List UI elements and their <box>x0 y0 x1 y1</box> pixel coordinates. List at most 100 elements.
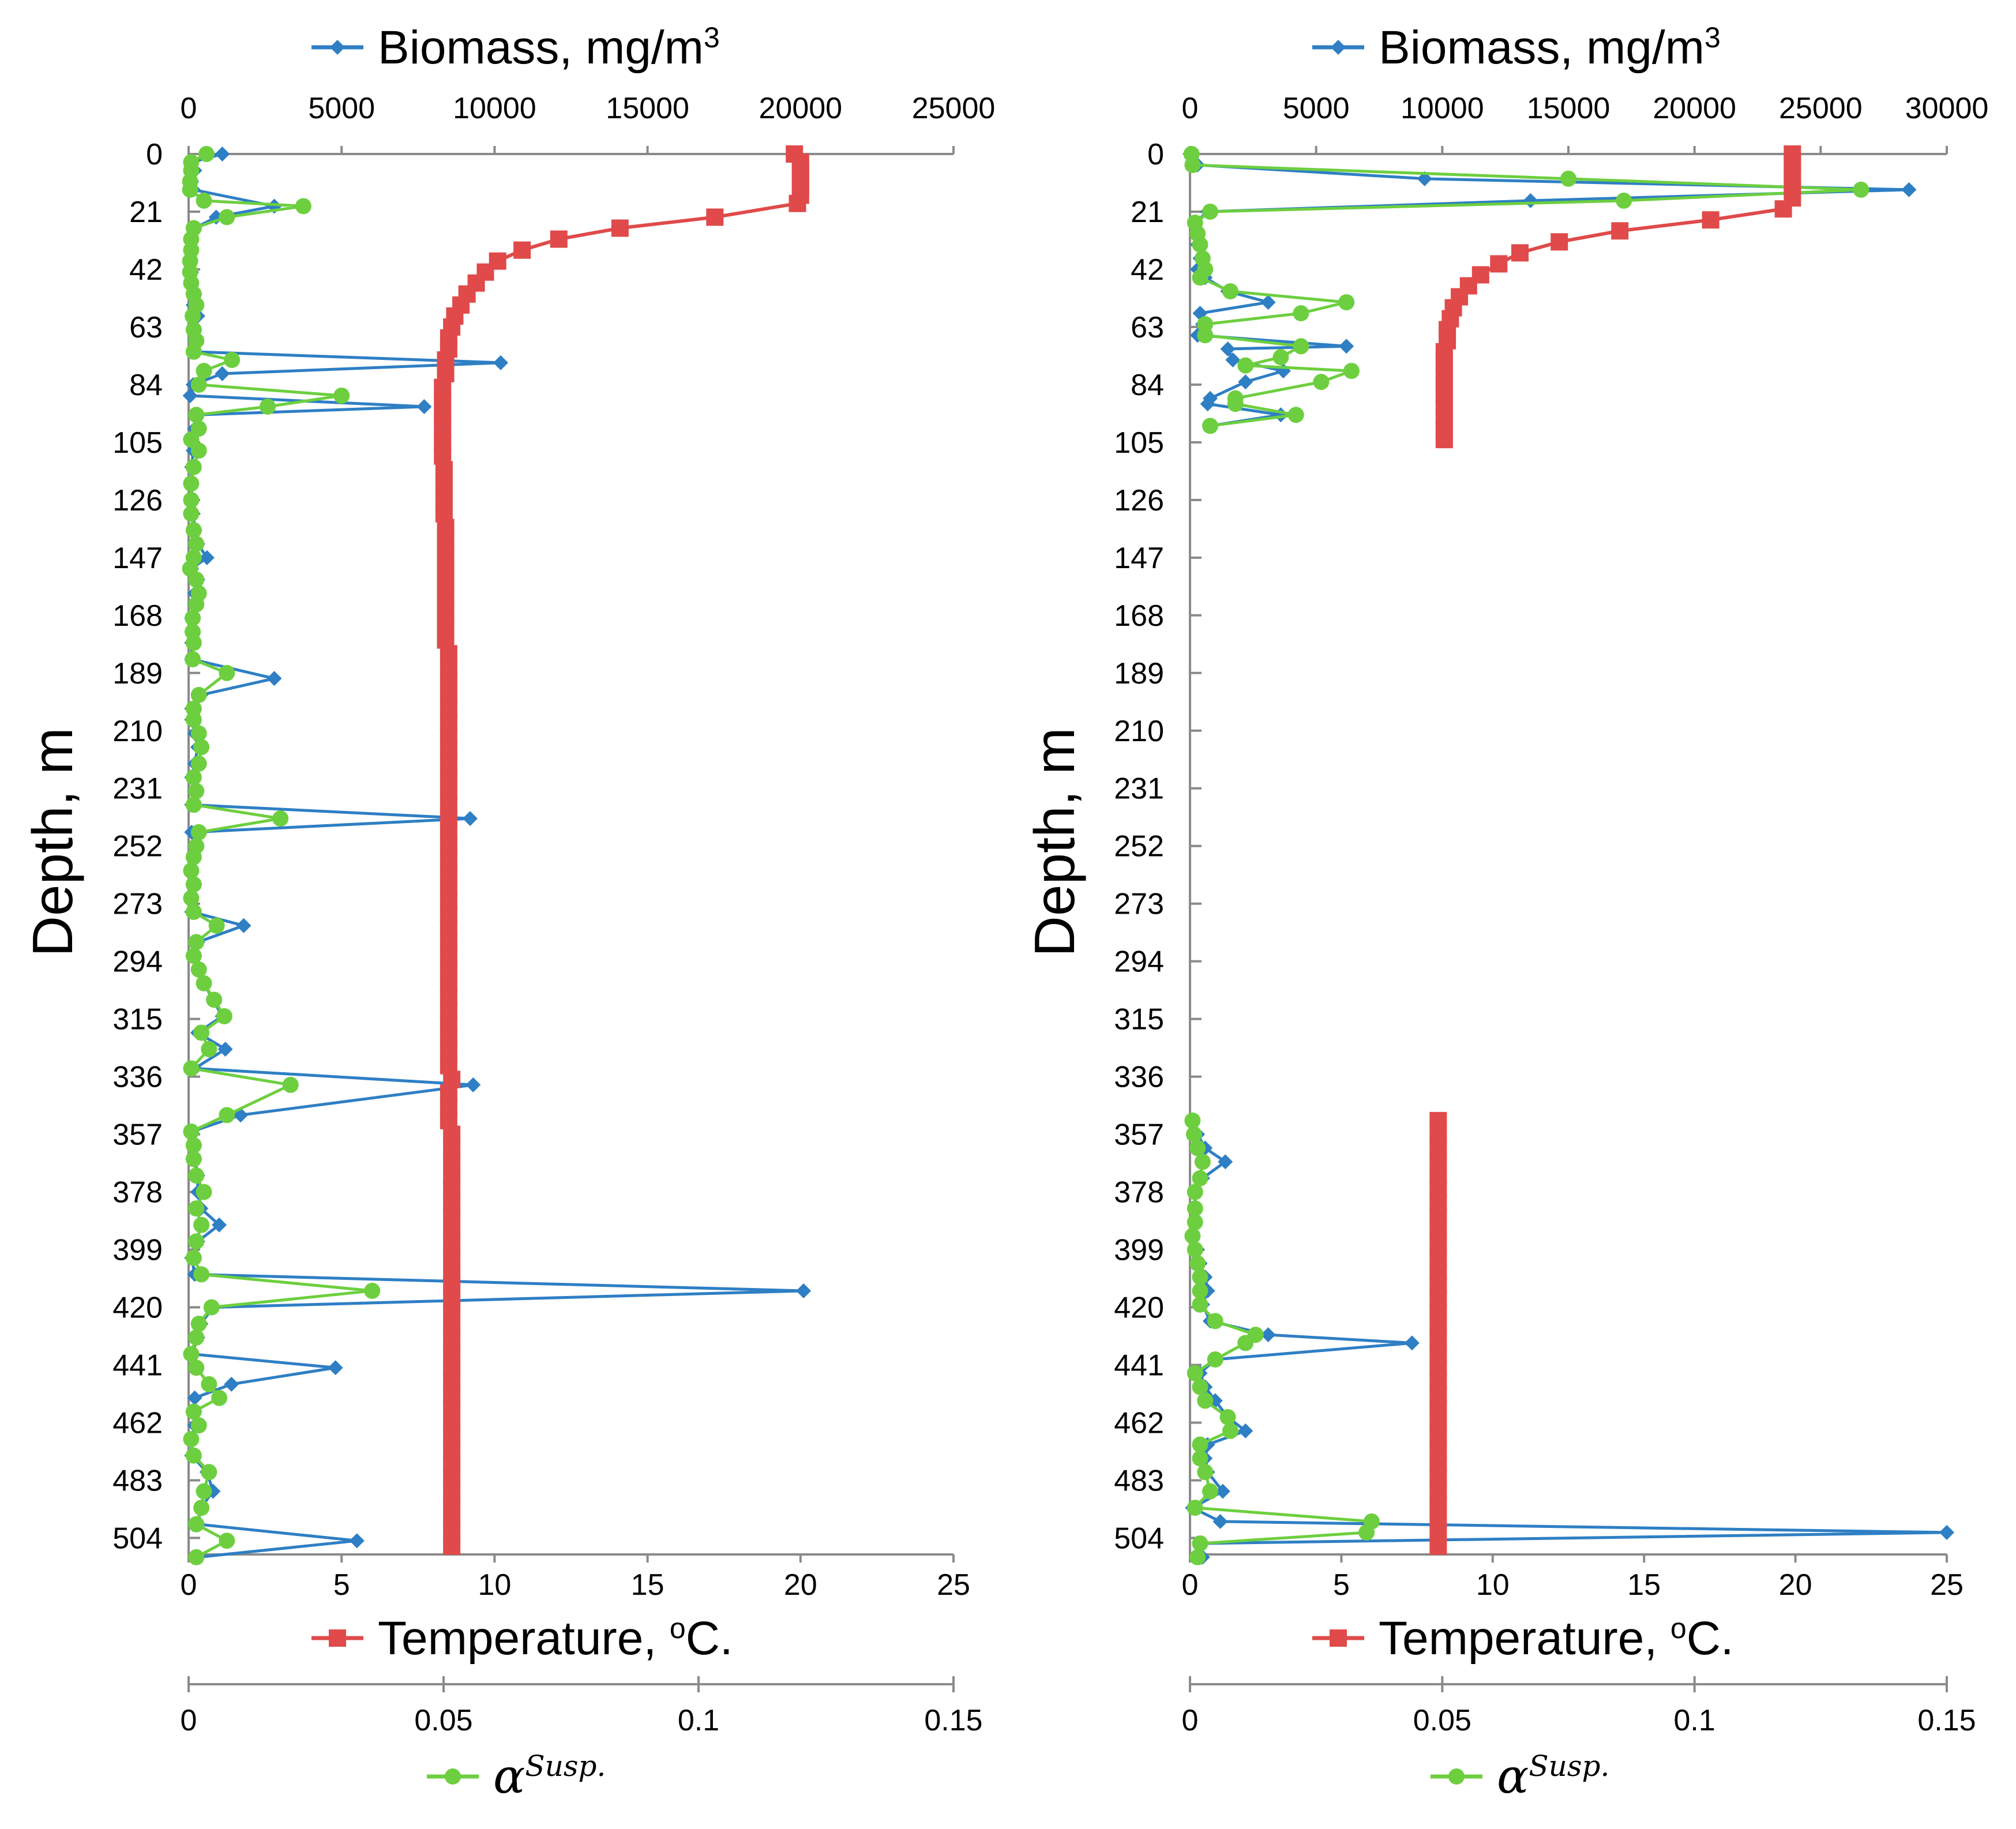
circle-marker <box>1272 349 1289 366</box>
biomass-tick-label: 15000 <box>1527 92 1610 125</box>
circle-marker <box>193 1024 210 1041</box>
temperature-tick-label: 25 <box>937 1568 970 1602</box>
circle-marker <box>190 725 207 742</box>
circle-marker <box>185 948 202 964</box>
square-marker <box>1330 1629 1347 1647</box>
depth-tick-label: 231 <box>1114 772 1164 806</box>
depth-tick-label: 420 <box>1114 1291 1164 1325</box>
legend-label: αSusp. <box>1497 1749 1609 1804</box>
circle-marker <box>201 1376 217 1392</box>
depth-tick-label: 504 <box>112 1522 163 1555</box>
square-marker <box>1774 200 1792 218</box>
depth-tick-label: 462 <box>1114 1406 1164 1440</box>
circle-marker <box>190 961 207 978</box>
legend-label: Biomass, mg/m3 <box>378 21 720 74</box>
chart-right: 0214263841051261471681892102312522732943… <box>1023 21 1988 1804</box>
temperature-tick-label: 5 <box>333 1568 350 1602</box>
biomass-tick-label: 25000 <box>1779 92 1863 125</box>
temperature-tick-label: 15 <box>631 1568 665 1602</box>
circle-marker <box>196 1483 212 1500</box>
circle-marker <box>1187 1500 1203 1516</box>
circle-marker <box>185 797 202 813</box>
circle-marker <box>1853 181 1869 198</box>
square-marker <box>1435 431 1453 449</box>
circle-marker <box>185 634 202 651</box>
depth-axis-title: Depth, m <box>1023 727 1086 957</box>
depth-tick-label: 420 <box>112 1291 163 1325</box>
circle-marker <box>198 146 215 162</box>
depth-tick-label: 357 <box>112 1118 163 1152</box>
circle-marker <box>211 1389 228 1406</box>
depth-tick-label: 315 <box>112 1003 163 1036</box>
depth-tick-label: 504 <box>1114 1522 1164 1555</box>
diamond-marker <box>182 388 198 403</box>
biomass-tick-label: 20000 <box>1653 92 1736 125</box>
diamond-marker <box>1220 341 1236 357</box>
circle-marker <box>188 1167 205 1184</box>
circle-marker <box>1222 283 1238 300</box>
circle-marker <box>216 1008 232 1024</box>
depth-tick-label: 210 <box>1114 715 1164 748</box>
circle-marker <box>188 596 205 613</box>
depth-tick-label: 231 <box>112 772 163 806</box>
depth-tick-label: 42 <box>1131 253 1164 287</box>
circle-marker <box>193 739 210 756</box>
circle-marker <box>1192 236 1208 253</box>
circle-marker <box>1343 363 1360 380</box>
circle-marker <box>224 352 241 369</box>
diamond-marker <box>217 1042 233 1057</box>
circle-marker <box>282 1076 299 1093</box>
circle-marker <box>190 442 207 459</box>
diamond-marker <box>187 1390 202 1406</box>
circle-marker <box>1287 407 1304 423</box>
circle-marker <box>183 1123 200 1140</box>
circle-marker <box>188 1359 205 1376</box>
circle-marker <box>1202 418 1218 434</box>
legend-label-part: Biomass, mg/m <box>378 21 704 74</box>
series-biomass <box>1182 147 1954 1565</box>
depth-tick-label: 441 <box>112 1349 163 1383</box>
depth-axis-title: Depth, m <box>21 727 84 957</box>
legend-biomass: Biomass, mg/m3 <box>311 21 720 74</box>
circle-marker <box>188 1200 205 1217</box>
diamond-marker <box>199 550 215 565</box>
legend-label-part: C. <box>1687 1612 1734 1665</box>
alpha-tick-label: 0.05 <box>1413 1704 1471 1737</box>
diamond-marker <box>1215 1484 1230 1499</box>
depth-tick-label: 483 <box>112 1464 163 1497</box>
depth-tick-label: 147 <box>1114 542 1164 575</box>
depth-tick-label: 294 <box>112 945 163 979</box>
diamond-marker <box>224 1376 239 1392</box>
depth-tick-label: 0 <box>146 138 163 171</box>
legend-label-part: o <box>1670 1612 1687 1644</box>
circle-marker <box>182 181 198 198</box>
circle-marker <box>1192 1535 1208 1552</box>
biomass-tick-label: 30000 <box>1905 92 1989 125</box>
depth-tick-label: 378 <box>1114 1176 1164 1210</box>
depth-tick-label: 462 <box>112 1406 163 1440</box>
diamond-marker <box>1939 1524 1954 1540</box>
diamond-marker <box>493 355 509 370</box>
circle-marker <box>190 1316 207 1332</box>
circle-marker <box>1237 1335 1254 1351</box>
circle-marker <box>295 198 311 215</box>
depth-tick-label: 21 <box>1131 196 1164 229</box>
circle-marker <box>1202 1483 1218 1500</box>
circle-marker <box>1185 1126 1202 1143</box>
series-biomass <box>182 147 812 1565</box>
legend-label: αSusp. <box>493 1749 606 1804</box>
circle-marker <box>185 1403 202 1420</box>
diamond-marker <box>796 1283 812 1298</box>
diamond-marker <box>1200 396 1215 412</box>
circle-marker <box>188 1329 205 1346</box>
legend-label-part: Susp. <box>1529 1749 1609 1783</box>
legend-alpha: αSusp. <box>427 1749 606 1804</box>
circle-marker <box>1219 1409 1236 1425</box>
circle-marker <box>185 343 202 360</box>
circle-marker <box>206 992 223 1008</box>
series-alpha <box>182 146 381 1565</box>
circle-marker <box>188 571 205 588</box>
circle-marker <box>1192 1379 1208 1395</box>
square-marker <box>1511 244 1529 262</box>
